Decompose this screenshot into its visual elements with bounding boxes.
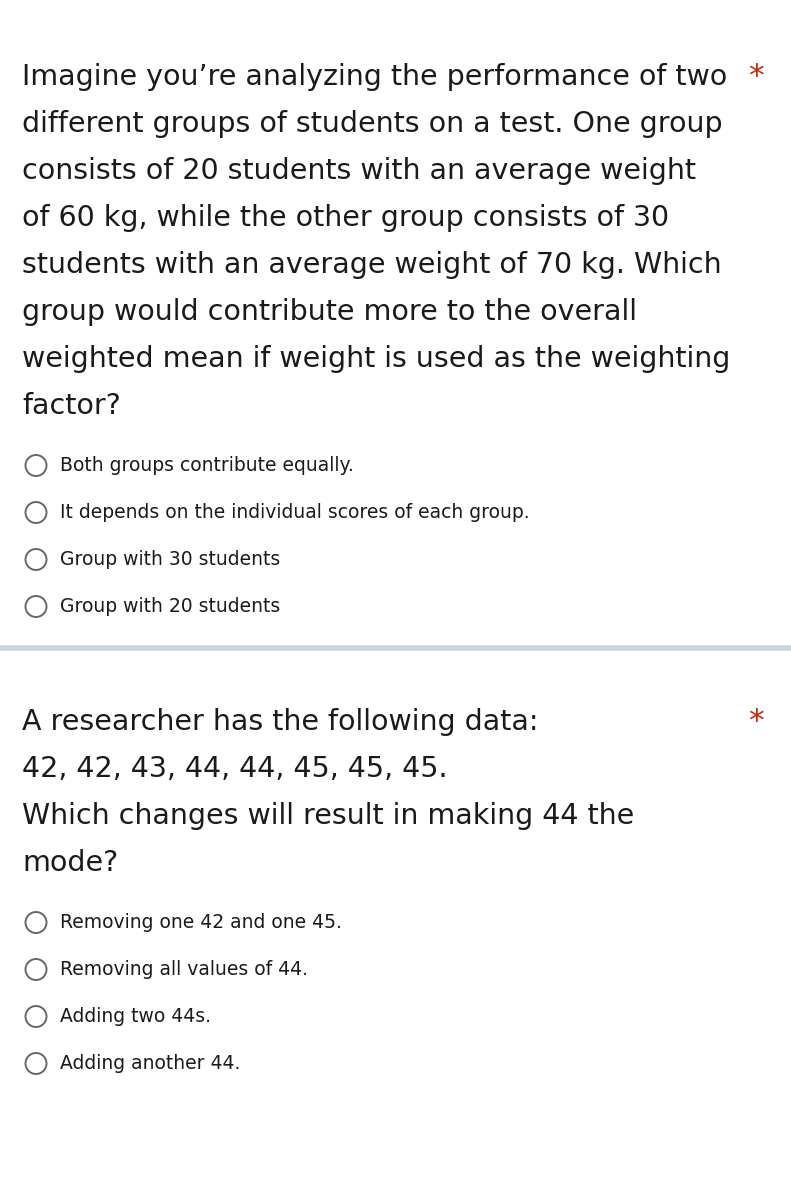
Text: Which changes will result in making 44 the: Which changes will result in making 44 t… — [22, 802, 634, 830]
Text: factor?: factor? — [22, 392, 121, 420]
Text: Adding another 44.: Adding another 44. — [60, 1054, 240, 1073]
Text: A researcher has the following data:: A researcher has the following data: — [22, 708, 539, 736]
Text: of 60 kg, while the other group consists of 30: of 60 kg, while the other group consists… — [22, 204, 669, 232]
Text: Group with 20 students: Group with 20 students — [60, 597, 280, 616]
Text: Removing one 42 and one 45.: Removing one 42 and one 45. — [60, 913, 342, 933]
Text: different groups of students on a test. One group: different groups of students on a test. … — [22, 110, 723, 139]
Text: Adding two 44s.: Adding two 44s. — [60, 1007, 211, 1026]
Text: weighted mean if weight is used as the weighting: weighted mean if weight is used as the w… — [22, 345, 730, 373]
Text: students with an average weight of 70 kg. Which: students with an average weight of 70 kg… — [22, 251, 721, 279]
Text: 42, 42, 43, 44, 44, 45, 45, 45.: 42, 42, 43, 44, 44, 45, 45, 45. — [22, 755, 448, 783]
Text: consists of 20 students with an average weight: consists of 20 students with an average … — [22, 156, 696, 185]
Text: Imagine you’re analyzing the performance of two: Imagine you’re analyzing the performance… — [22, 63, 727, 91]
Text: It depends on the individual scores of each group.: It depends on the individual scores of e… — [60, 503, 530, 522]
Text: Removing all values of 44.: Removing all values of 44. — [60, 960, 308, 979]
Text: mode?: mode? — [22, 849, 118, 878]
Text: *: * — [748, 707, 764, 736]
Text: Group with 30 students: Group with 30 students — [60, 550, 280, 570]
Text: Both groups contribute equally.: Both groups contribute equally. — [60, 456, 354, 475]
Text: *: * — [748, 62, 764, 91]
Text: group would contribute more to the overall: group would contribute more to the overa… — [22, 298, 637, 326]
